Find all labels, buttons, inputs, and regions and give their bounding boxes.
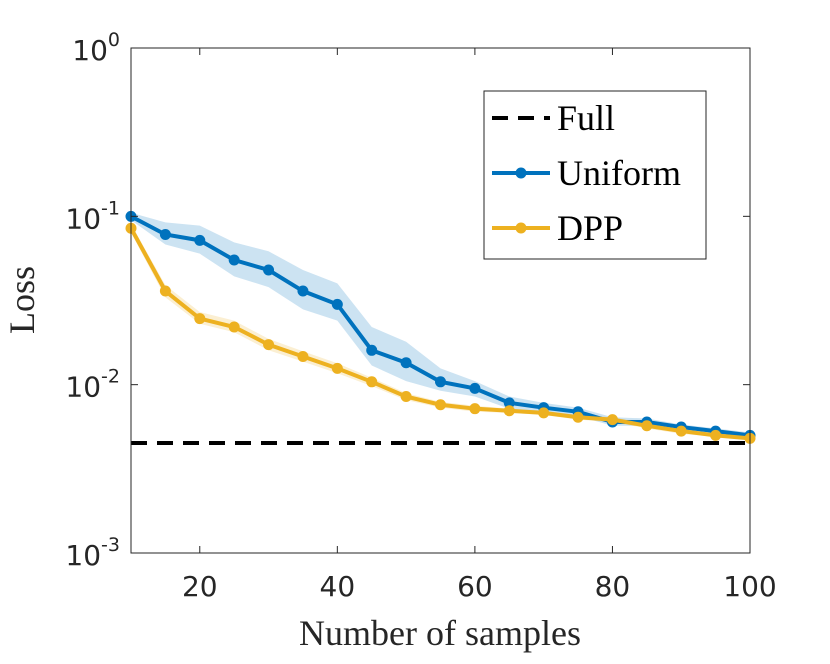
marker [331, 362, 343, 374]
marker [194, 234, 206, 246]
y-tick-label: 10-2 [65, 366, 120, 404]
y-axis-label: Loss [2, 266, 42, 334]
marker [297, 351, 309, 363]
x-axis-label: Number of samples [299, 613, 581, 653]
legend-label: Full [557, 98, 615, 138]
marker [710, 429, 722, 441]
x-tick-label: 20 [182, 570, 218, 603]
legend-label: DPP [557, 208, 623, 248]
marker [263, 264, 275, 276]
marker [572, 411, 584, 423]
marker [263, 339, 275, 351]
marker [435, 376, 446, 388]
confidence-band [131, 212, 750, 439]
x-tick-label: 100 [723, 570, 776, 603]
legend-label: Uniform [557, 153, 681, 193]
marker [641, 420, 653, 432]
marker [159, 228, 171, 240]
y-tick-label: 10-1 [65, 197, 120, 235]
marker [469, 382, 481, 394]
x-tick-label: 60 [457, 570, 493, 603]
marker [675, 425, 687, 437]
x-tick-label: 80 [595, 570, 631, 603]
marker [538, 407, 550, 419]
marker [194, 313, 206, 325]
marker [606, 414, 618, 426]
marker [503, 405, 515, 417]
legend-marker [515, 167, 527, 179]
marker [400, 391, 412, 403]
marker [469, 403, 481, 415]
marker [366, 376, 378, 388]
marker [159, 285, 171, 297]
marker [503, 397, 515, 409]
marker [228, 321, 240, 333]
y-tick-label: 100 [72, 29, 120, 67]
marker [297, 285, 309, 297]
confidence-band [131, 224, 750, 440]
marker [331, 298, 343, 310]
marker [366, 344, 378, 356]
x-tick-label: 40 [320, 570, 356, 603]
marker [228, 254, 240, 266]
marker [400, 357, 412, 369]
marker [435, 399, 446, 411]
axes-box [130, 47, 751, 554]
legend-marker [515, 222, 527, 234]
y-tick-label: 10-3 [65, 534, 120, 572]
